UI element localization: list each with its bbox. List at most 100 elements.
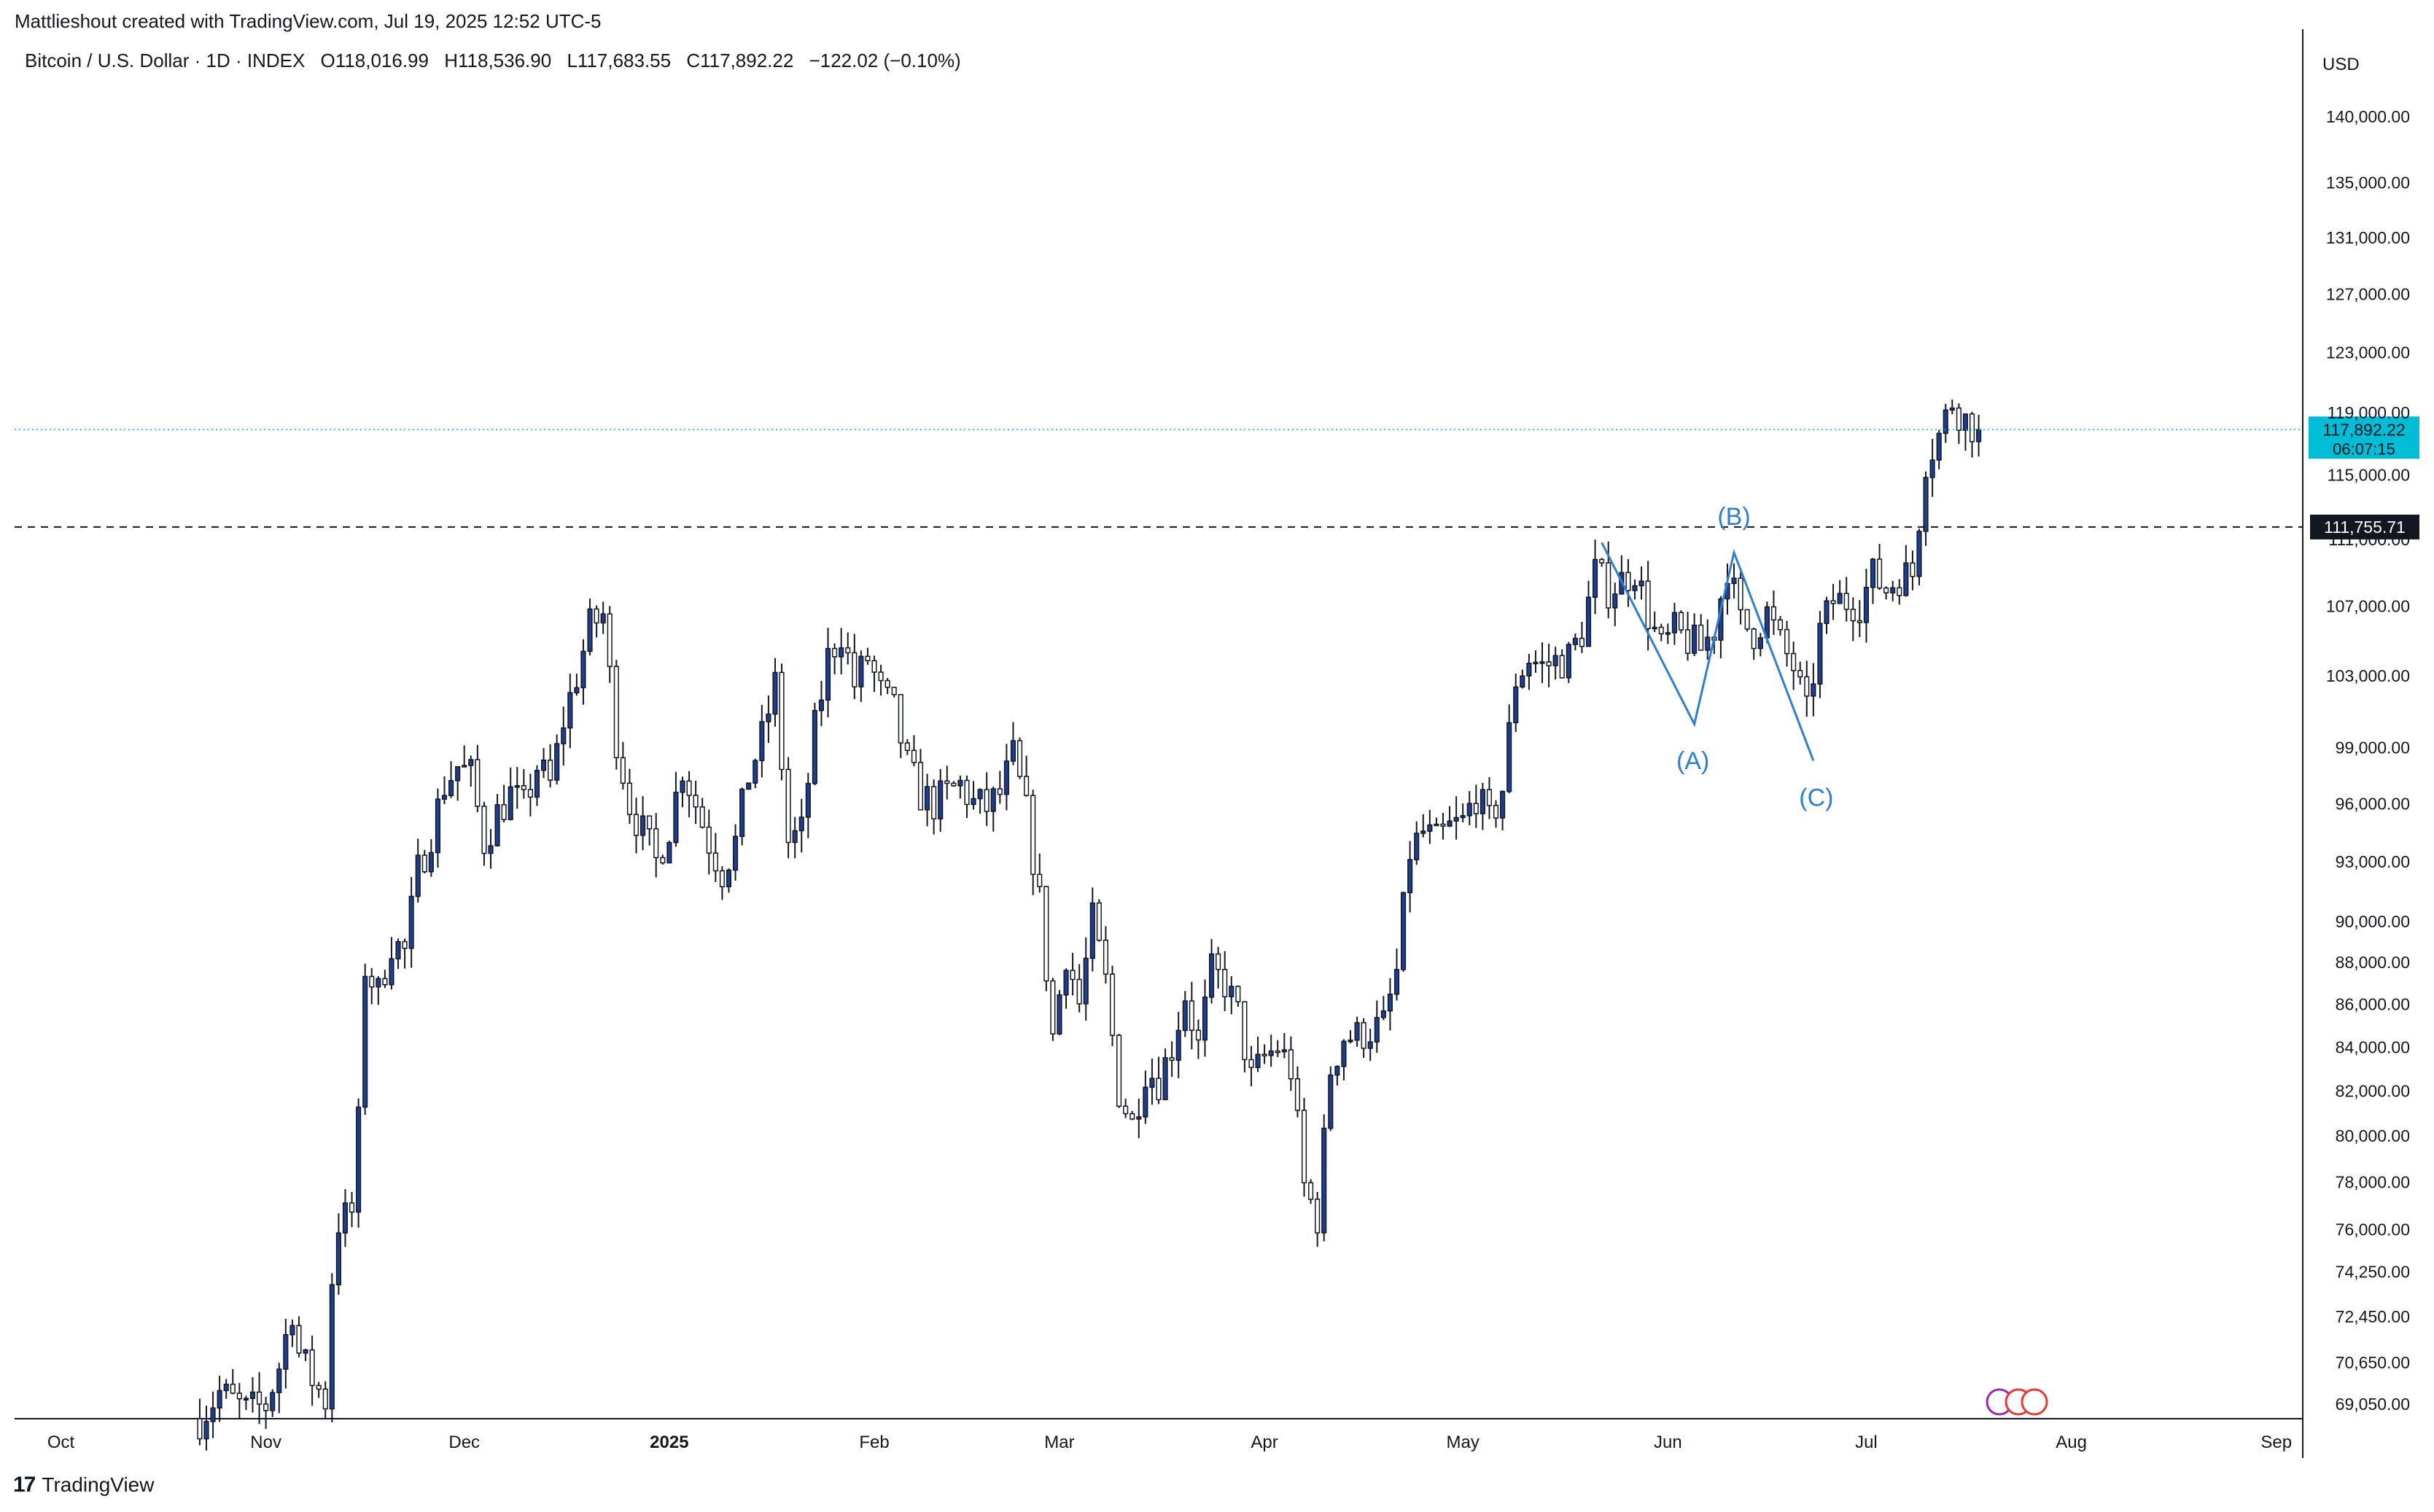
candle	[1268, 1034, 1274, 1067]
candle-body	[944, 780, 950, 784]
candle	[699, 798, 705, 829]
candle-body	[1500, 790, 1506, 819]
price-tick-label: 140,000.00	[2326, 107, 2410, 126]
candle-body	[1480, 789, 1485, 814]
candle	[719, 866, 725, 900]
candle	[1275, 1040, 1280, 1058]
candle-body	[1156, 1078, 1162, 1101]
candle-body	[1612, 593, 1618, 609]
candle-body	[435, 798, 441, 854]
candle-body	[1050, 980, 1056, 1034]
candle	[1493, 800, 1499, 828]
candle	[1334, 1065, 1340, 1086]
us-flag-event-icon	[2021, 1388, 2048, 1416]
price-tick-label: 115,000.00	[2328, 465, 2410, 484]
candle-body	[1738, 577, 1743, 611]
candle	[607, 606, 613, 683]
candle-body	[1632, 585, 1638, 591]
candle-body	[1552, 655, 1558, 666]
candle-body	[289, 1325, 295, 1336]
candle	[1083, 937, 1089, 1021]
candle-body	[686, 780, 692, 796]
candle-body	[521, 785, 526, 790]
candle	[1440, 813, 1446, 840]
candle	[1103, 926, 1109, 984]
candle	[1843, 577, 1849, 622]
candle-body	[1533, 661, 1539, 665]
candle-body	[475, 759, 481, 807]
price-tick-label: 69,050.00	[2336, 1395, 2410, 1414]
tradingview-brand[interactable]: 17 TradingView	[13, 1473, 154, 1497]
candle-body	[772, 671, 778, 715]
time-axis[interactable]: Oct Nov Dec 2025 Feb Mar Apr May Jun Jul Aug Sep	[47, 1433, 2292, 1452]
candle	[1744, 609, 1750, 632]
candle-body	[1427, 824, 1433, 832]
candle	[1089, 887, 1095, 972]
candle-body	[217, 1390, 222, 1409]
candle	[408, 877, 414, 968]
candle-body	[1559, 655, 1565, 679]
candle-body	[613, 666, 619, 759]
candle	[1731, 564, 1737, 599]
candle-body	[236, 1392, 242, 1400]
candle	[1235, 985, 1241, 1008]
candle	[223, 1379, 229, 1399]
candle	[514, 767, 520, 809]
price-tick-label: 127,000.00	[2326, 284, 2410, 303]
candle	[1037, 853, 1043, 893]
candle-body	[1506, 722, 1512, 792]
candle	[1367, 1029, 1373, 1061]
candle-body	[1387, 993, 1393, 1012]
candle	[1486, 777, 1493, 819]
candle	[1870, 558, 1876, 604]
candle-body	[1692, 624, 1698, 654]
candle-body	[1123, 1105, 1129, 1115]
candle-body	[349, 1202, 355, 1213]
candle-body	[1109, 973, 1116, 1036]
candle	[759, 704, 765, 778]
candle	[1162, 1048, 1168, 1101]
candle-body	[561, 727, 567, 744]
price-tick-label: 74,250.00	[2336, 1263, 2410, 1282]
candle	[871, 655, 877, 693]
candle	[1652, 611, 1657, 633]
candle	[878, 664, 884, 696]
candle-body	[984, 789, 989, 812]
candle	[891, 687, 897, 698]
candle	[990, 786, 996, 832]
price-tick-label: 80,000.00	[2336, 1126, 2410, 1145]
candle	[580, 639, 586, 705]
candle-body	[508, 786, 513, 820]
candle-body	[481, 806, 487, 854]
tradingview-logo-icon: 17	[13, 1473, 36, 1497]
candle	[951, 781, 957, 787]
candle	[911, 735, 917, 767]
candle-body	[197, 1418, 203, 1440]
candle-body	[600, 613, 606, 624]
candle-body	[1572, 637, 1578, 645]
candle-body	[1777, 619, 1784, 631]
candle-body	[548, 759, 553, 781]
candle	[917, 749, 924, 811]
high-value: 118,536.90	[458, 50, 552, 71]
candle	[257, 1372, 263, 1425]
symbol-ohlc-legend: Bitcoin / U.S. Dollar · 1D · INDEX O118,…	[25, 50, 971, 72]
candle-body	[1447, 820, 1453, 827]
candle-body	[699, 806, 705, 828]
candle	[633, 798, 639, 854]
candle	[1791, 642, 1797, 690]
candle	[1030, 790, 1036, 895]
candle-body	[1486, 789, 1493, 806]
candle	[746, 782, 752, 790]
candle-body	[1057, 994, 1062, 1034]
candle-body	[1341, 1040, 1347, 1067]
price-axis[interactable]: USD 140,000.00 135,000.00 131,000.00 127,000…	[2322, 55, 2410, 1414]
candle-body	[1870, 558, 1876, 588]
symbol-name[interactable]: Bitcoin / U.S. Dollar · 1D · INDEX	[25, 50, 306, 71]
candle-body	[805, 782, 811, 818]
candle	[931, 779, 937, 835]
candle-body	[1103, 939, 1109, 975]
candle-body	[468, 759, 474, 766]
